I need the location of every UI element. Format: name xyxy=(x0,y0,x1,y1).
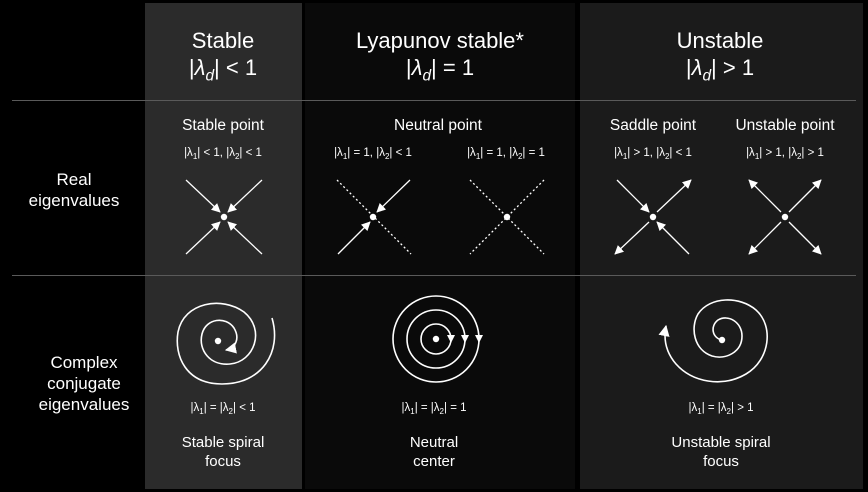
outward-arrow xyxy=(748,179,782,213)
condition-saddle-point: |λ1| > 1, |λ2| < 1 xyxy=(614,147,692,161)
focus-dot xyxy=(214,337,222,345)
unstable-spiral-diagram xyxy=(658,299,768,383)
inward-arrow xyxy=(185,221,221,255)
label-neutral-center: Neutral center xyxy=(409,434,459,470)
dotted-neutral-line xyxy=(469,179,545,255)
condition-stable-spiral: |λ1| = |λ2| < 1 xyxy=(190,402,256,416)
outward-arrow xyxy=(748,221,782,255)
fixed-point-dot xyxy=(369,213,377,221)
spiral-trajectory xyxy=(176,302,276,385)
fixed-point-dot xyxy=(781,213,789,221)
row-label-complex: Complex conjugate eigenvalues xyxy=(38,353,130,414)
spiral-trajectory xyxy=(658,299,768,383)
condition-neutral-center: |λ1| = |λ2| = 1 xyxy=(401,402,467,416)
neutral-center-diagram xyxy=(392,295,483,383)
orbit-arrow xyxy=(461,335,469,343)
dotted-neutral-line xyxy=(336,179,412,255)
outward-arrow xyxy=(788,179,822,213)
header-lyapunov: Lyapunov stable* |λd| = 1 xyxy=(356,28,524,85)
label-unstable-point: Unstable point xyxy=(735,117,835,134)
orbit-arrow xyxy=(475,335,483,343)
unstable-point-diagram xyxy=(748,179,822,255)
condition-neutral-point-b: |λ1| = 1, |λ2| = 1 xyxy=(467,147,545,161)
outward-arrow xyxy=(614,221,650,255)
inward-arrow xyxy=(656,221,690,255)
stable-spiral-diagram xyxy=(176,302,276,385)
focus-dot xyxy=(718,336,726,344)
header-unstable: Unstable |λd| > 1 xyxy=(676,28,764,85)
fixed-point-dot xyxy=(503,213,511,221)
outward-arrow xyxy=(656,179,692,213)
row-divider xyxy=(12,275,856,276)
lyapunov-column-panel xyxy=(305,3,575,489)
inward-arrow xyxy=(616,179,650,213)
inward-arrow xyxy=(337,221,371,255)
orbit-arrow xyxy=(447,335,455,343)
label-unstable-spiral-focus: Unstable spiral focus xyxy=(671,434,771,470)
neutral-point-b-diagram xyxy=(469,179,545,255)
label-stable-point: Stable point xyxy=(182,117,264,134)
saddle-point-diagram xyxy=(614,179,692,255)
outward-arrow xyxy=(788,221,822,255)
header-divider xyxy=(12,100,856,101)
condition-stable-point: |λ1| < 1, |λ2| < 1 xyxy=(184,147,262,161)
condition-unstable-spiral: |λ1| = |λ2| > 1 xyxy=(688,402,754,416)
label-neutral-point: Neutral point xyxy=(394,117,482,134)
inward-arrow xyxy=(227,221,263,255)
neutral-point-a-diagram xyxy=(336,179,412,255)
row-label-real: Real eigenvalues xyxy=(28,170,120,210)
fixed-point-dot xyxy=(649,213,657,221)
label-saddle-point: Saddle point xyxy=(609,117,697,134)
header-stable: Stable |λd| < 1 xyxy=(188,28,258,85)
stable-column-panel xyxy=(145,3,302,489)
label-stable-spiral-focus: Stable spiral focus xyxy=(181,434,265,470)
fixed-point-dot xyxy=(220,213,228,221)
inward-arrow xyxy=(185,179,221,213)
center-dot xyxy=(432,335,440,343)
stable-point-diagram xyxy=(185,179,263,255)
condition-unstable-point: |λ1| > 1, |λ2| > 1 xyxy=(746,147,824,161)
inward-arrow xyxy=(376,179,411,213)
inward-arrow xyxy=(227,179,263,213)
dotted-neutral-line xyxy=(469,179,545,255)
condition-neutral-point-a: |λ1| = 1, |λ2| < 1 xyxy=(334,147,412,161)
